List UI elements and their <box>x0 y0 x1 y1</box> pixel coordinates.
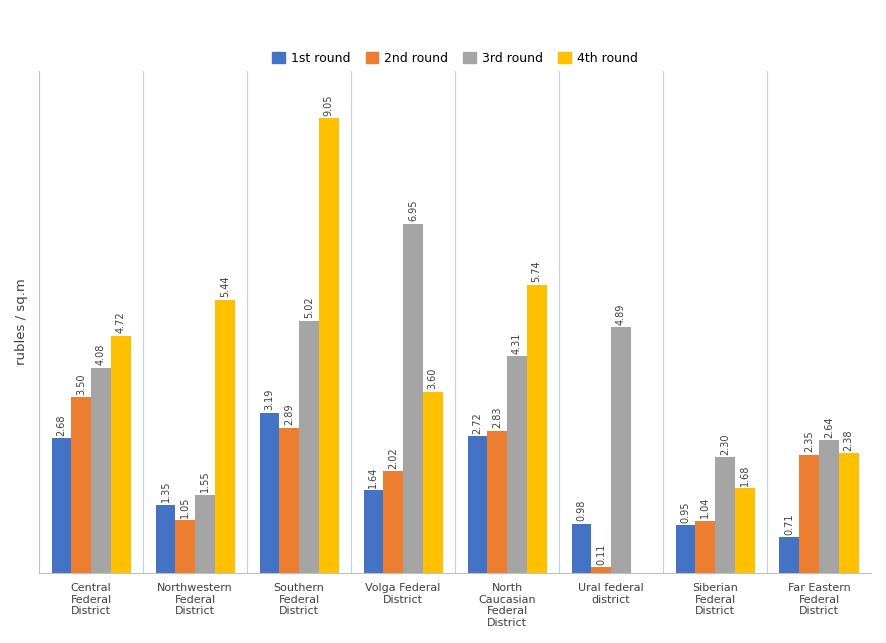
Bar <box>319 118 338 573</box>
Bar <box>571 523 591 573</box>
Text: 0.98: 0.98 <box>577 500 587 521</box>
Text: 1.64: 1.64 <box>369 467 378 488</box>
Bar <box>195 495 214 573</box>
Text: 2.64: 2.64 <box>824 416 834 438</box>
Bar <box>734 489 755 573</box>
Text: 2.83: 2.83 <box>492 406 502 428</box>
Text: 3.60: 3.60 <box>428 368 438 390</box>
Text: 1.04: 1.04 <box>700 496 711 518</box>
Text: 1.68: 1.68 <box>740 464 750 486</box>
Text: 2.35: 2.35 <box>804 431 814 452</box>
Text: 0.11: 0.11 <box>596 543 606 565</box>
Bar <box>611 327 631 573</box>
Bar <box>51 438 72 573</box>
Y-axis label: rubles / sq.m: rubles / sq.m <box>15 278 28 365</box>
Bar <box>468 436 487 573</box>
Bar <box>799 455 819 573</box>
Bar <box>715 457 734 573</box>
Text: 0.71: 0.71 <box>784 513 795 534</box>
Text: 4.89: 4.89 <box>616 303 626 325</box>
Text: 1.55: 1.55 <box>200 471 210 493</box>
Legend: 1st round, 2nd round, 3rd round, 4th round: 1st round, 2nd round, 3rd round, 4th rou… <box>268 47 642 69</box>
Bar <box>423 392 443 573</box>
Bar <box>91 368 111 573</box>
Text: 2.30: 2.30 <box>720 433 730 455</box>
Bar <box>507 356 527 573</box>
Bar <box>527 285 547 573</box>
Bar <box>819 440 839 573</box>
Text: 4.08: 4.08 <box>96 344 106 365</box>
Text: 5.02: 5.02 <box>304 296 314 318</box>
Bar <box>260 413 279 573</box>
Bar <box>839 453 859 573</box>
Text: 2.89: 2.89 <box>284 404 294 425</box>
Text: 1.35: 1.35 <box>160 481 170 502</box>
Bar <box>156 505 175 573</box>
Text: 2.02: 2.02 <box>388 448 398 469</box>
Bar <box>780 537 799 573</box>
Text: 9.05: 9.05 <box>323 95 334 116</box>
Bar <box>214 300 235 573</box>
Text: 2.72: 2.72 <box>472 412 482 433</box>
Text: 3.19: 3.19 <box>264 389 275 410</box>
Bar <box>72 397 91 573</box>
Text: 4.31: 4.31 <box>512 332 522 354</box>
Bar <box>384 471 403 573</box>
Bar <box>111 336 130 573</box>
Text: 1.05: 1.05 <box>180 496 190 518</box>
Bar <box>279 428 299 573</box>
Bar <box>299 321 319 573</box>
Bar <box>487 431 507 573</box>
Bar <box>675 525 696 573</box>
Text: 0.95: 0.95 <box>680 501 690 523</box>
Text: 4.72: 4.72 <box>116 312 126 333</box>
Bar <box>175 520 195 573</box>
Text: 2.68: 2.68 <box>57 414 66 436</box>
Text: 6.95: 6.95 <box>408 200 418 221</box>
Text: 5.74: 5.74 <box>532 260 541 282</box>
Text: 5.44: 5.44 <box>220 276 229 297</box>
Bar <box>591 567 611 573</box>
Bar <box>363 491 384 573</box>
Text: 2.38: 2.38 <box>843 430 853 451</box>
Bar <box>403 224 423 573</box>
Bar <box>696 521 715 573</box>
Text: 3.50: 3.50 <box>76 373 86 395</box>
